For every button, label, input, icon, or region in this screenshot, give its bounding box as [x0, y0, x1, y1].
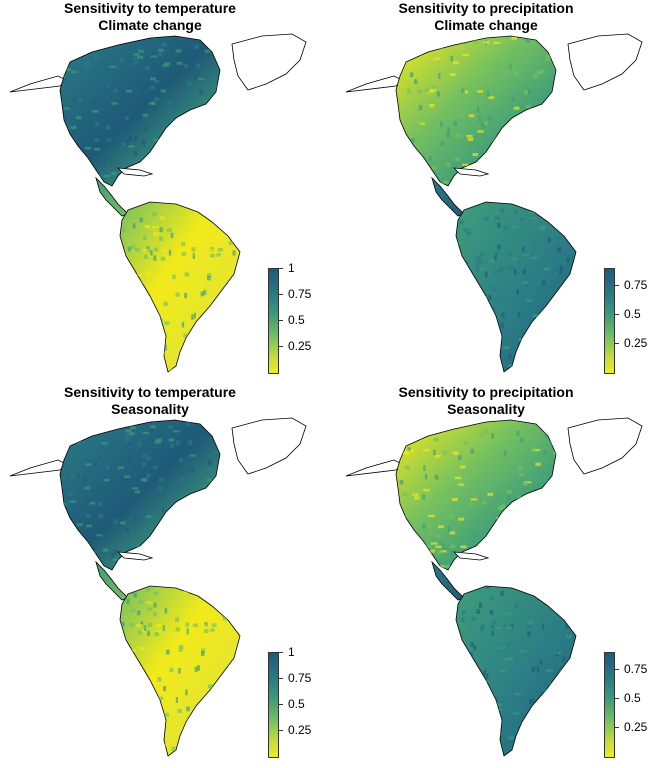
caribbean-outline — [452, 551, 490, 561]
legend-tick-mark — [279, 652, 283, 653]
legend-tick-mark — [279, 268, 283, 269]
greenland-outline — [231, 417, 307, 475]
panel-title: Sensitivity to temperature — [64, 0, 236, 16]
legend-tick-mark — [279, 704, 283, 705]
map-panel: Sensitivity to temperature Seasonality 1 0.… — [0, 384, 336, 768]
south-america-region — [455, 201, 577, 373]
legend-tick-mark — [279, 730, 283, 731]
legend-color-bar — [268, 652, 279, 758]
legend-color-bar — [604, 652, 615, 758]
panel-title: Sensitivity to temperature — [64, 384, 236, 400]
legend-tick-label: 0.25 — [624, 336, 648, 351]
north-america-region — [395, 419, 557, 571]
arctic-outline — [9, 459, 67, 477]
legend-color-bar — [268, 268, 279, 374]
legend-tick-label: 0.25 — [288, 339, 312, 353]
legend-tick-mark — [279, 346, 283, 347]
legend-tick-mark — [279, 678, 283, 679]
panel-title: Sensitivity to precipitation — [398, 384, 574, 400]
map-canvas — [345, 33, 643, 373]
arctic-outline — [9, 75, 67, 93]
legend-tick-mark — [279, 320, 283, 321]
legend-tick-mark — [615, 343, 619, 345]
map-panel: Sensitivity to temperature Climate change… — [0, 0, 336, 384]
caribbean-outline — [116, 551, 154, 561]
map-panel: Sensitivity to precipitation Seasonality 0… — [336, 384, 672, 768]
legend-tick-label: 0.5 — [288, 313, 305, 327]
legend-tick-mark — [615, 669, 619, 671]
legend-tick-label: 0.75 — [288, 671, 312, 685]
legend-tick-label: 0.5 — [624, 307, 641, 322]
legend-tick-label: 0.75 — [624, 662, 648, 677]
legend-tick-label: 0.75 — [624, 278, 648, 293]
caribbean-outline — [452, 167, 490, 177]
map-canvas — [9, 417, 307, 757]
panel-subtitle: Seasonality — [447, 401, 525, 417]
legend-tick-mark — [615, 314, 619, 316]
panel-title: Sensitivity to precipitation — [398, 0, 574, 16]
legend-color-bar — [604, 268, 615, 374]
legend-tick-label: 0.75 — [288, 287, 312, 301]
legend-tick-mark — [615, 727, 619, 729]
panel-subtitle: Climate change — [434, 17, 538, 33]
panel-subtitle: Seasonality — [111, 401, 189, 417]
legend-tick-label: 1 — [288, 261, 295, 275]
greenland-outline — [567, 33, 643, 91]
greenland-outline — [231, 33, 307, 91]
north-america-region — [59, 419, 221, 571]
arctic-outline — [345, 75, 403, 93]
map-canvas — [9, 33, 307, 373]
legend-tick-mark — [615, 285, 619, 287]
arctic-outline — [345, 459, 403, 477]
south-america-region — [119, 201, 241, 373]
map-canvas — [345, 417, 643, 757]
legend-tick-label: 0.25 — [624, 720, 648, 735]
legend-tick-label: 0.5 — [288, 697, 305, 711]
legend-tick-label: 1 — [288, 645, 295, 659]
map-panel: Sensitivity to precipitation Climate chan… — [336, 0, 672, 384]
south-america-region — [455, 585, 577, 757]
legend-tick-label: 0.25 — [288, 723, 312, 737]
greenland-outline — [567, 417, 643, 475]
caribbean-outline — [116, 167, 154, 177]
legend-tick-label: 0.5 — [624, 691, 641, 706]
north-america-region — [395, 35, 557, 187]
legend-tick-mark — [615, 698, 619, 700]
panel-subtitle: Climate change — [98, 17, 202, 33]
legend-tick-mark — [279, 294, 283, 295]
